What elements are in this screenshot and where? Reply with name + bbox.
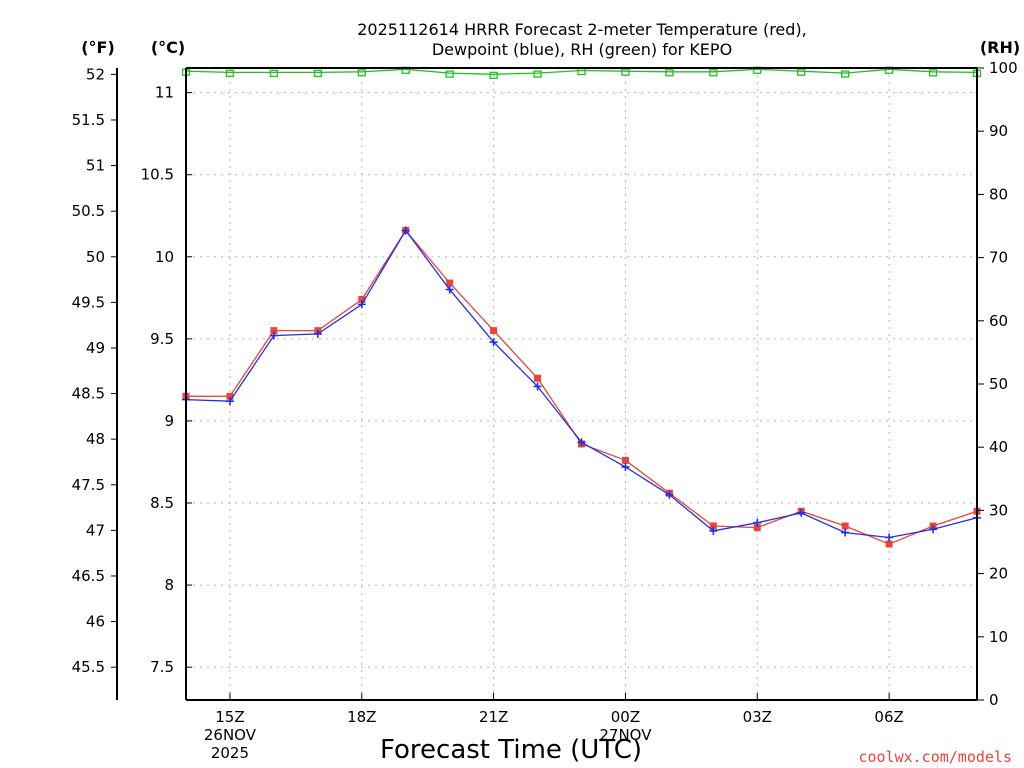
rh-point: [709, 69, 718, 77]
dewpoint-point: [269, 331, 278, 340]
x-tick-label: 21Z: [479, 708, 508, 726]
dewpoint-point: [357, 300, 366, 309]
2-meter-temperature-point: [885, 540, 893, 548]
2-meter-temperature-point: [226, 392, 234, 400]
credit-text: coolwx.com/models: [858, 748, 1012, 766]
x-tick-label: 26NOV: [204, 726, 257, 744]
fahrenheit-unit-label: (°F): [81, 38, 115, 57]
rh-tick-label: 40: [989, 438, 1008, 456]
rh-point: [841, 70, 850, 78]
fahrenheit-tick-label: 49: [86, 339, 105, 357]
2-meter-temperature-line: [186, 229, 978, 545]
dewpoint-point: [489, 338, 498, 347]
rh-point: [621, 68, 630, 76]
chart-title-line-2: Dewpoint (blue), RH (green) for KEPO: [432, 40, 732, 59]
2-meter-temperature-point: [446, 279, 454, 287]
rh-tick-label: 10: [989, 628, 1008, 646]
x-tick-label: 27NOV: [599, 726, 652, 744]
fahrenheit-tick-label: 48.5: [72, 385, 105, 403]
dewpoint-point: [401, 226, 410, 235]
dewpoint-point: [621, 462, 630, 471]
fahrenheit-tick-label: 47: [86, 521, 105, 539]
dewpoint-point: [225, 397, 234, 406]
celsius-tick-label: 10.5: [141, 166, 174, 184]
rh-point: [797, 68, 806, 76]
celsius-tick-label: 10: [155, 248, 174, 266]
x-tick-label: 00Z: [611, 708, 640, 726]
rh-tick-label: 80: [989, 185, 1008, 203]
rh-point: [577, 67, 586, 76]
rh-tick-label: 0: [989, 691, 999, 709]
rh-point: [269, 69, 279, 78]
fahrenheit-tick-label: 46.5: [72, 567, 105, 585]
x-axis-title: Forecast Time (UTC): [380, 735, 642, 765]
rh-tick-label: 60: [989, 312, 1008, 330]
rh-point: [445, 70, 454, 78]
2-meter-temperature-point: [534, 374, 542, 382]
celsius-tick-label: 7.5: [150, 658, 174, 676]
2-meter-temperature-point: [358, 295, 366, 303]
dewpoint-line: [185, 229, 978, 539]
2-meter-temperature-point: [270, 327, 278, 335]
celsius-tick-label: 8.5: [150, 494, 174, 512]
chart-title-line-1: 2025112614 HRRR Forecast 2-meter Tempera…: [357, 20, 807, 39]
2-meter-temperature-point: [490, 327, 498, 335]
dewpoint-point: [665, 490, 674, 499]
rh-tick-label: 90: [989, 122, 1008, 140]
dewpoint-point: [753, 518, 762, 527]
dewpoint-point: [797, 508, 806, 517]
rh-point: [489, 71, 498, 79]
dewpoint-point: [929, 525, 938, 534]
fahrenheit-tick-label: 50: [86, 248, 105, 266]
dewpoint-point: [445, 285, 454, 294]
x-tick-label: 2025: [211, 744, 249, 762]
x-tick-label: 18Z: [347, 708, 376, 726]
fahrenheit-tick-label: 46: [86, 613, 105, 631]
fahrenheit-tick-label: 45.5: [72, 658, 105, 676]
rh-tick-label: 100: [989, 59, 1018, 77]
rh-tick-label: 50: [989, 375, 1008, 393]
fahrenheit-tick-label: 52: [86, 65, 105, 83]
rh-point: [665, 69, 674, 77]
rh-point: [533, 70, 542, 78]
celsius-tick-label: 9: [164, 412, 174, 430]
rh-point: [313, 69, 322, 78]
labels: 2025112614 HRRR Forecast 2-meter Tempera…: [81, 20, 1020, 766]
celsius-unit-label: (°C): [151, 38, 185, 57]
dewpoint-point: [885, 533, 894, 542]
dewpoint-point: [577, 438, 586, 447]
2-meter-temperature-point: [841, 522, 849, 530]
celsius-tick-label: 11: [155, 84, 174, 102]
fahrenheit-tick-label: 49.5: [72, 293, 105, 311]
dewpoint-point: [709, 526, 718, 535]
rh-unit-label: (RH): [980, 38, 1020, 57]
rh-tick-label: 20: [989, 565, 1008, 583]
fahrenheit-tick-label: 51: [86, 157, 105, 175]
fahrenheit-tick-label: 50.5: [72, 202, 105, 220]
rh-tick-label: 30: [989, 501, 1008, 519]
2-meter-temperature-point: [709, 522, 717, 530]
dewpoint-point: [841, 528, 850, 537]
grid: [186, 68, 977, 700]
celsius-tick-label: 9.5: [150, 330, 174, 348]
fahrenheit-tick-label: 47.5: [72, 476, 105, 494]
x-tick-label: 15Z: [215, 708, 244, 726]
fahrenheit-tick-label: 51.5: [72, 111, 105, 129]
x-tick-label: 06Z: [874, 708, 903, 726]
dewpoint-point: [313, 329, 322, 338]
celsius-tick-label: 8: [164, 576, 174, 594]
rh-line: [185, 68, 978, 75]
rh-point: [357, 69, 366, 77]
rh-tick-label: 70: [989, 249, 1008, 267]
fahrenheit-tick-label: 48: [86, 430, 105, 448]
2-meter-temperature-point: [621, 456, 629, 464]
rh-point: [928, 69, 938, 77]
2-meter-temperature-point: [753, 524, 761, 532]
series-layer: [181, 66, 982, 548]
rh-point: [225, 69, 235, 78]
x-tick-label: 03Z: [743, 708, 772, 726]
dewpoint-point: [533, 382, 542, 391]
